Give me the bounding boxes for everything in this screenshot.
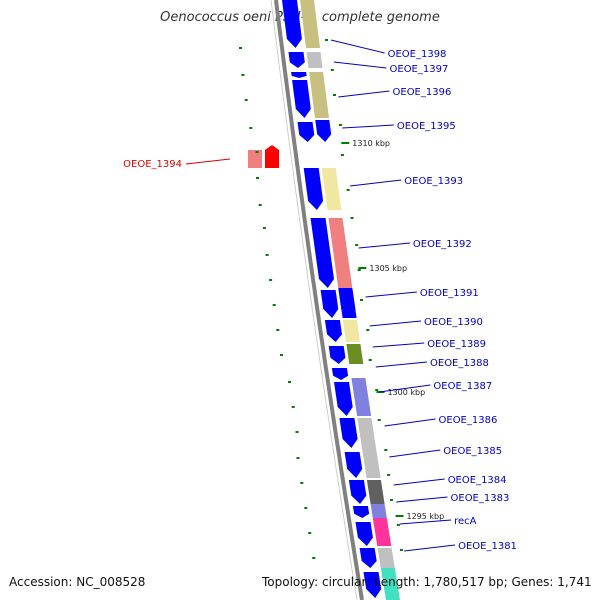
gene-label-leader bbox=[379, 384, 431, 393]
reverse-gene-block bbox=[248, 150, 262, 168]
forward-gene-arrow bbox=[315, 120, 332, 142]
cog-color-block bbox=[357, 418, 381, 478]
gene-label-leader bbox=[384, 418, 436, 427]
forward-gene-arrow bbox=[310, 218, 334, 288]
cog-color-block bbox=[309, 72, 329, 118]
forward-gene-arrow bbox=[331, 368, 349, 380]
gene-label-leader bbox=[342, 124, 394, 129]
forward-gene-arrow bbox=[355, 522, 373, 546]
forward-gene-arrow bbox=[339, 418, 358, 448]
gene-label: OEOE_1381 bbox=[458, 541, 517, 552]
gene-label: recA bbox=[454, 516, 477, 527]
scale-tick-label: 1310 kbp bbox=[352, 139, 390, 148]
gene-label-leader bbox=[396, 496, 448, 503]
cog-color-block bbox=[370, 504, 387, 518]
gene-label-leader bbox=[338, 90, 390, 98]
genome-title: Oenococcus oeni PSU-1, complete genome bbox=[160, 10, 440, 25]
gene-label: OEOE_1389 bbox=[427, 339, 486, 350]
cog-color-block bbox=[366, 480, 385, 504]
cog-color-block bbox=[380, 568, 400, 600]
gene-label-leader bbox=[185, 158, 231, 165]
forward-gene-arrow bbox=[303, 168, 324, 210]
gene-label: OEOE_1395 bbox=[397, 121, 456, 132]
gene-label: OEOE_1387 bbox=[433, 381, 492, 392]
gene-label-leader bbox=[333, 61, 387, 69]
forward-gene-arrow bbox=[344, 452, 363, 478]
gene-label: OEOE_1385 bbox=[443, 446, 502, 457]
gene-label: OEOE_1398 bbox=[388, 49, 447, 60]
forward-gene-arrow bbox=[334, 382, 353, 416]
forward-gene-arrow bbox=[328, 346, 346, 364]
gene-label-leader bbox=[389, 449, 441, 458]
gene-label-leader bbox=[350, 179, 402, 187]
gene-label: OEOE_1384 bbox=[448, 475, 507, 486]
forward-gene-arrow bbox=[359, 548, 377, 568]
gene-label: OEOE_1388 bbox=[430, 358, 489, 369]
forward-gene-arrow bbox=[324, 320, 342, 342]
forward-gene-arrow bbox=[282, 0, 302, 48]
forward-gene-arrow bbox=[292, 80, 311, 118]
cog-color-block bbox=[342, 320, 361, 342]
gene-label: OEOE_1386 bbox=[439, 415, 498, 426]
gene-label: OEOE_1383 bbox=[451, 493, 510, 504]
gene-label-leader bbox=[369, 320, 422, 327]
genome-backbone bbox=[274, 0, 364, 600]
gene-label: OEOE_1397 bbox=[390, 64, 449, 75]
gene-label-leader bbox=[375, 361, 428, 368]
genome-backbone-inner bbox=[270, 0, 358, 600]
forward-gene-arrow bbox=[297, 122, 315, 142]
topology-summary: Topology: circular; Length: 1,780,517 bp… bbox=[262, 575, 592, 589]
forward-gene-arrow bbox=[288, 52, 305, 68]
gene-label-leader bbox=[330, 39, 385, 54]
scale-tick-label: 1295 kbp bbox=[407, 512, 445, 521]
forward-gene-arrow bbox=[320, 290, 339, 318]
gene-label: OEOE_1396 bbox=[393, 87, 452, 98]
cog-color-block bbox=[338, 290, 357, 318]
scale-tick-label: 1300 kbp bbox=[388, 388, 426, 397]
cog-color-block bbox=[321, 168, 342, 210]
gene-label-leader bbox=[393, 478, 445, 486]
accession-text: Accession: NC_008528 bbox=[9, 575, 146, 589]
gene-label: OEOE_1392 bbox=[413, 239, 472, 250]
forward-gene-arrow bbox=[291, 72, 307, 78]
gene-label: OEOE_1391 bbox=[420, 288, 479, 299]
cog-color-block bbox=[306, 52, 323, 68]
gene-label-leader bbox=[372, 342, 425, 348]
cog-color-block bbox=[328, 218, 353, 288]
gene-label: OEOE_1393 bbox=[404, 176, 463, 187]
gene-label-leader bbox=[365, 291, 417, 298]
cog-color-block bbox=[372, 518, 392, 546]
reverse-gene-arrow bbox=[265, 145, 279, 168]
gene-label: OEOE_1394 bbox=[123, 159, 182, 170]
gene-label-leader bbox=[399, 519, 452, 525]
gene-label: OEOE_1390 bbox=[424, 317, 483, 328]
cog-color-block bbox=[377, 548, 395, 568]
gene-label-leader bbox=[358, 242, 410, 249]
forward-gene-arrow bbox=[363, 572, 382, 598]
cog-color-block bbox=[300, 0, 320, 48]
cog-color-block bbox=[351, 378, 372, 416]
cog-color-block bbox=[346, 344, 364, 364]
gene-label-leader bbox=[404, 544, 456, 552]
scale-tick-label: 1305 kbp bbox=[369, 264, 407, 273]
forward-gene-arrow bbox=[352, 506, 370, 518]
forward-gene-arrow bbox=[348, 480, 367, 504]
